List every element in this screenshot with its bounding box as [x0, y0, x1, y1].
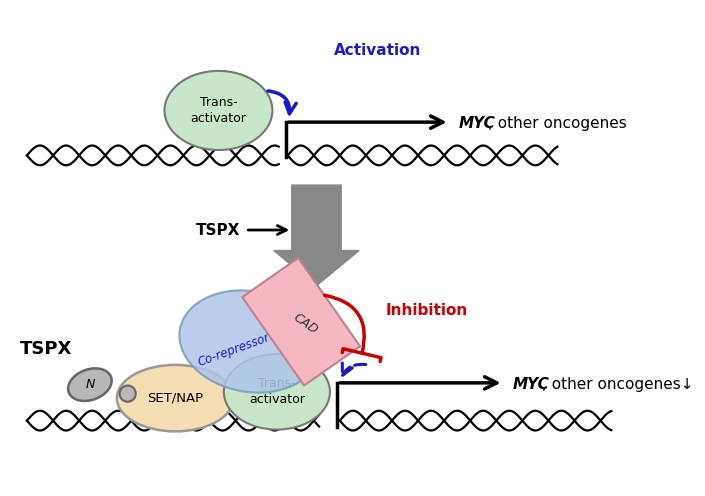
Ellipse shape	[164, 71, 272, 150]
Text: TSPX: TSPX	[196, 223, 240, 238]
Text: Co-repressor?: Co-repressor?	[195, 328, 277, 369]
Text: MYC: MYC	[458, 117, 496, 131]
Ellipse shape	[120, 385, 136, 402]
Text: , other oncogenes: , other oncogenes	[488, 117, 627, 131]
Text: Trans-
activator: Trans- activator	[190, 96, 246, 125]
Ellipse shape	[180, 290, 320, 393]
Ellipse shape	[117, 365, 234, 432]
Text: SET/NAP: SET/NAP	[147, 392, 203, 405]
Text: Activation: Activation	[334, 43, 422, 58]
Text: Trans-
activator: Trans- activator	[249, 377, 305, 406]
Text: MYC: MYC	[513, 377, 549, 392]
Text: Inhibition: Inhibition	[386, 304, 468, 318]
Text: CAD: CAD	[291, 310, 320, 337]
Text: TSPX: TSPX	[20, 340, 72, 358]
Polygon shape	[274, 185, 359, 286]
Ellipse shape	[68, 369, 111, 401]
Text: , other oncogenes↓: , other oncogenes↓	[542, 377, 694, 392]
Text: N: N	[85, 378, 94, 391]
Polygon shape	[243, 258, 360, 385]
Ellipse shape	[224, 354, 330, 430]
